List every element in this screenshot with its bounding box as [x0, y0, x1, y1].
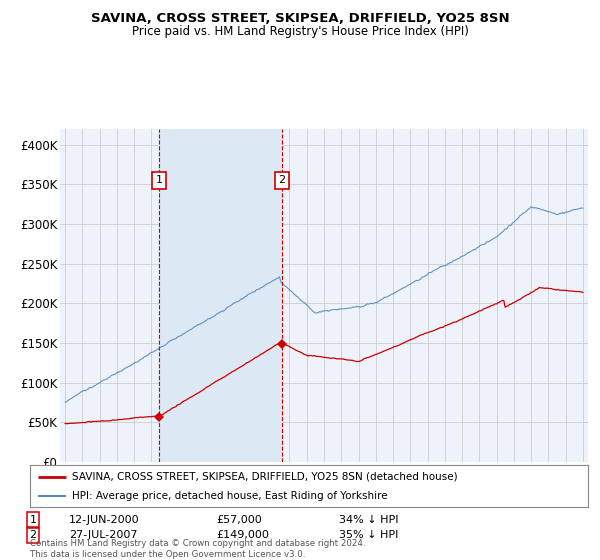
- Text: 2: 2: [278, 175, 286, 185]
- Text: 1: 1: [29, 515, 37, 525]
- Text: SAVINA, CROSS STREET, SKIPSEA, DRIFFIELD, YO25 8SN: SAVINA, CROSS STREET, SKIPSEA, DRIFFIELD…: [91, 12, 509, 25]
- Text: £149,000: £149,000: [216, 530, 269, 540]
- Text: £57,000: £57,000: [216, 515, 262, 525]
- Text: 35% ↓ HPI: 35% ↓ HPI: [339, 530, 398, 540]
- Text: SAVINA, CROSS STREET, SKIPSEA, DRIFFIELD, YO25 8SN (detached house): SAVINA, CROSS STREET, SKIPSEA, DRIFFIELD…: [72, 472, 457, 482]
- Bar: [159, 129, 282, 462]
- Text: 12-JUN-2000: 12-JUN-2000: [69, 515, 140, 525]
- Text: 27-JUL-2007: 27-JUL-2007: [69, 530, 137, 540]
- Text: Contains HM Land Registry data © Crown copyright and database right 2024.
This d: Contains HM Land Registry data © Crown c…: [30, 539, 365, 559]
- Text: 34% ↓ HPI: 34% ↓ HPI: [339, 515, 398, 525]
- Text: HPI: Average price, detached house, East Riding of Yorkshire: HPI: Average price, detached house, East…: [72, 491, 388, 501]
- Text: Price paid vs. HM Land Registry's House Price Index (HPI): Price paid vs. HM Land Registry's House …: [131, 25, 469, 38]
- Text: 2: 2: [29, 530, 37, 540]
- Text: 1: 1: [155, 175, 163, 185]
